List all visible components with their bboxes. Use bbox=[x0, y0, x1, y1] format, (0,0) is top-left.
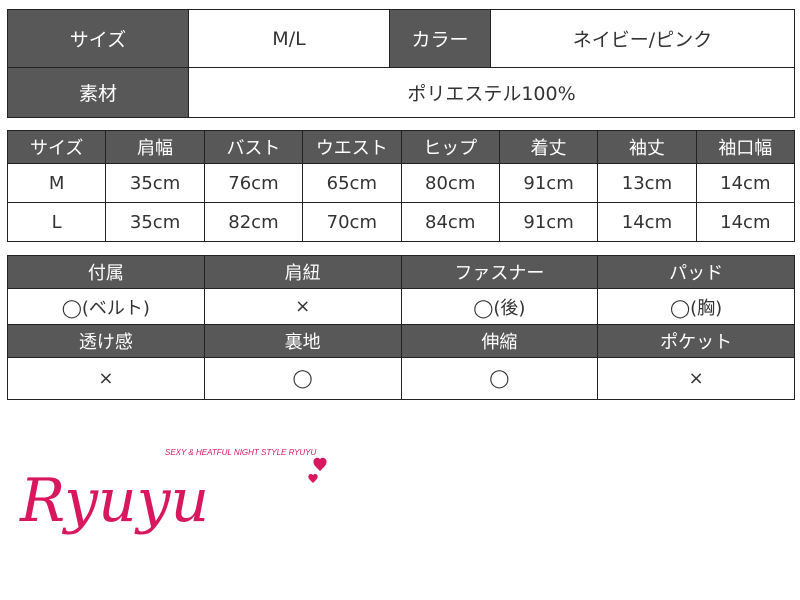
feature-header: 付属 bbox=[7, 255, 205, 289]
feature-header: 肩紐 bbox=[203, 255, 402, 289]
column-header: サイズ bbox=[6, 130, 107, 164]
material-value: ポリエステル100% bbox=[188, 67, 795, 118]
feature-value: × bbox=[7, 357, 205, 400]
column-header: 着丈 bbox=[498, 130, 599, 164]
column-header: ヒップ bbox=[400, 130, 500, 164]
size-value: M/L bbox=[188, 9, 390, 68]
table-cell: 91cm bbox=[498, 163, 599, 203]
feature-header: 伸縮 bbox=[400, 324, 599, 358]
table-cell: 76cm bbox=[203, 163, 304, 203]
logo-tagline: SEXY & HEATFUL NIGHT STYLE RYUYU bbox=[165, 448, 317, 457]
column-header: 袖丈 bbox=[597, 130, 697, 164]
column-header: 肩幅 bbox=[105, 130, 205, 164]
table-cell: 91cm bbox=[498, 202, 599, 242]
column-header: ウエスト bbox=[302, 130, 402, 164]
table-cell: 65cm bbox=[302, 163, 402, 203]
measurement-table: サイズ 肩幅 バスト ウエスト ヒップ 着丈 袖丈 袖口幅 M 35cm 76cm 65cm 80cm… bbox=[6, 130, 796, 242]
feature-header: ポケット bbox=[597, 324, 795, 358]
table-cell: M bbox=[6, 163, 107, 203]
column-header: 袖口幅 bbox=[695, 130, 796, 164]
spec-table: サイズ M/L カラー ネイビー/ピンク 素材 ポリエステル100% bbox=[7, 9, 795, 118]
heart-icon bbox=[313, 457, 327, 471]
table-cell: 84cm bbox=[400, 202, 500, 242]
table-cell: 35cm bbox=[105, 163, 205, 203]
table-cell: 82cm bbox=[203, 202, 304, 242]
feature-header: ファスナー bbox=[400, 255, 599, 289]
table-cell: 14cm bbox=[597, 202, 697, 242]
table-cell: 14cm bbox=[695, 163, 796, 203]
feature-value: × bbox=[203, 288, 402, 325]
table-cell: 13cm bbox=[597, 163, 697, 203]
table-cell: 80cm bbox=[400, 163, 500, 203]
feature-value: ◯ bbox=[203, 357, 402, 400]
feature-header: パッド bbox=[597, 255, 795, 289]
feature-value: ◯(後) bbox=[400, 288, 599, 325]
table-cell: L bbox=[6, 202, 107, 242]
table-cell: 70cm bbox=[302, 202, 402, 242]
feature-value: ◯ bbox=[400, 357, 599, 400]
material-label: 素材 bbox=[7, 67, 189, 118]
feature-header: 透け感 bbox=[7, 324, 205, 358]
heart-icon bbox=[308, 473, 318, 483]
color-label: カラー bbox=[389, 9, 491, 68]
feature-value: ◯(ベルト) bbox=[7, 288, 205, 325]
feature-header: 裏地 bbox=[203, 324, 402, 358]
table-cell: 14cm bbox=[695, 202, 796, 242]
size-label: サイズ bbox=[7, 9, 189, 68]
logo-text: Ryuyu bbox=[19, 466, 209, 536]
color-value: ネイビー/ピンク bbox=[490, 9, 795, 68]
column-header: バスト bbox=[203, 130, 304, 164]
ryuyu-logo: SEXY & HEATFUL NIGHT STYLE RYUYU Ryuyu bbox=[19, 448, 327, 536]
features-table: 付属 肩紐 ファスナー パッド ◯(ベルト) × ◯(後) ◯(胸) 透け感 裏地 伸縮 ポケット… bbox=[7, 255, 795, 400]
table-cell: 35cm bbox=[105, 202, 205, 242]
feature-value: ◯(胸) bbox=[597, 288, 795, 325]
feature-value: × bbox=[597, 357, 795, 400]
